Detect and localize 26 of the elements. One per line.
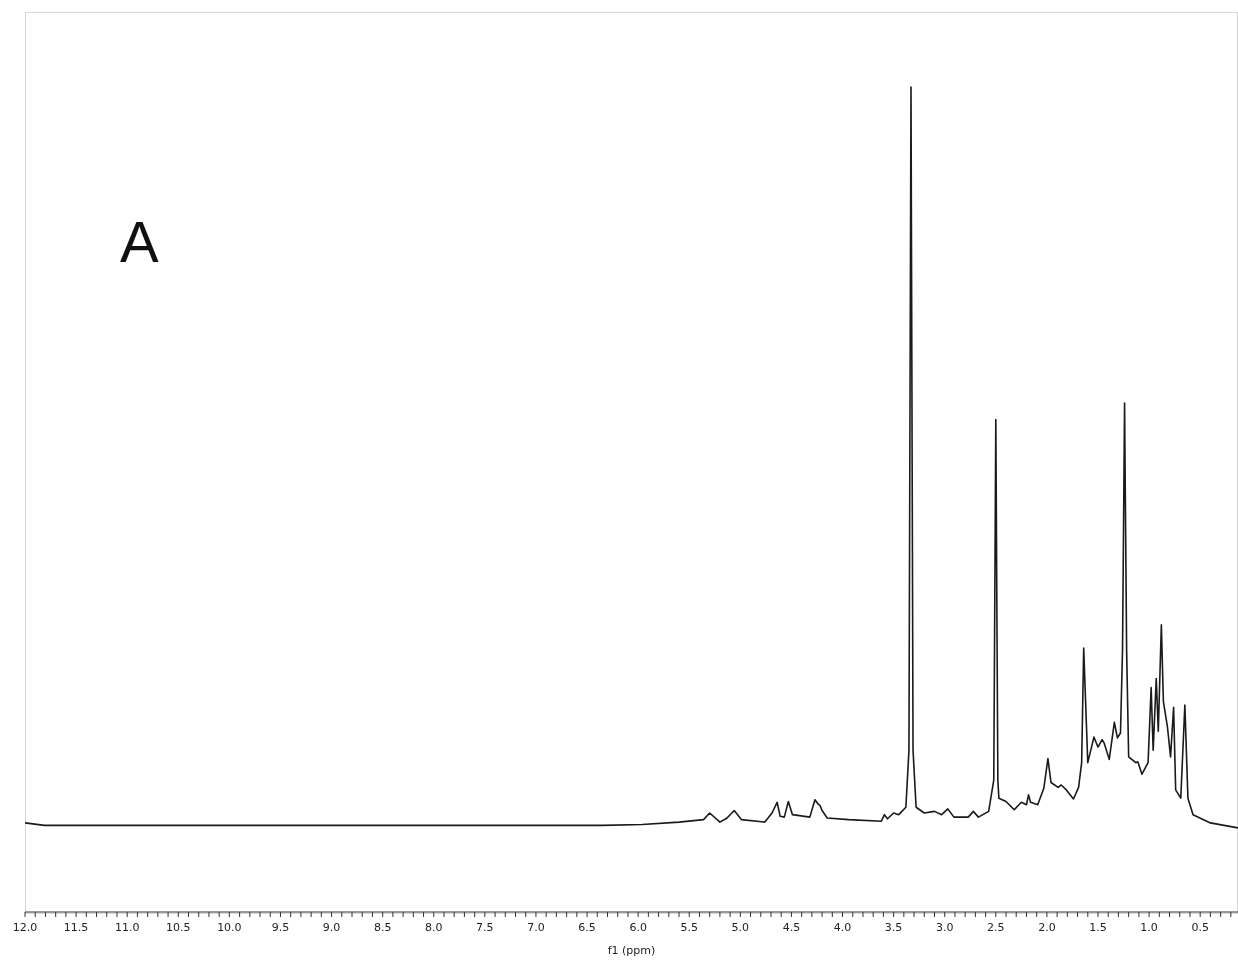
x-tick-label: 0.5 — [1191, 921, 1209, 934]
x-tick-label: 12.0 — [12, 921, 38, 934]
x-tick-label: 1.5 — [1089, 921, 1107, 934]
x-tick-label: 6.5 — [578, 921, 596, 934]
x-tick-label: 5.0 — [731, 921, 750, 934]
x-tick-label: 7.0 — [527, 921, 545, 934]
x-tick-label: 4.5 — [782, 921, 801, 934]
x-tick-label: 1.0 — [1140, 921, 1158, 934]
x-tick-label: 5.5 — [680, 921, 698, 934]
x-tick-label: 3.0 — [935, 921, 954, 934]
x-tick-label: 2.0 — [1038, 921, 1056, 934]
x-tick-label: 3.5 — [884, 921, 903, 934]
annotation: A — [120, 208, 159, 275]
x-tick-label: 11.5 — [63, 921, 89, 934]
x-tick-label: 4.0 — [833, 921, 852, 934]
x-tick-label: 11.0 — [114, 921, 140, 934]
x-tick-label: 7.5 — [476, 921, 494, 934]
x-tick-label: 10.5 — [166, 921, 191, 934]
x-tick-label: 9.5 — [271, 921, 290, 934]
x-tick-label: 10.0 — [217, 921, 242, 934]
x-tick-label: 9.0 — [322, 921, 341, 934]
x-tick-label: 8.5 — [373, 921, 392, 934]
x-tick-label: 6.0 — [629, 921, 647, 934]
x-tick-label: 2.5 — [987, 921, 1005, 934]
x-tick-label: 8.0 — [425, 921, 443, 934]
x-axis-title: f1 (ppm) — [607, 944, 656, 957]
